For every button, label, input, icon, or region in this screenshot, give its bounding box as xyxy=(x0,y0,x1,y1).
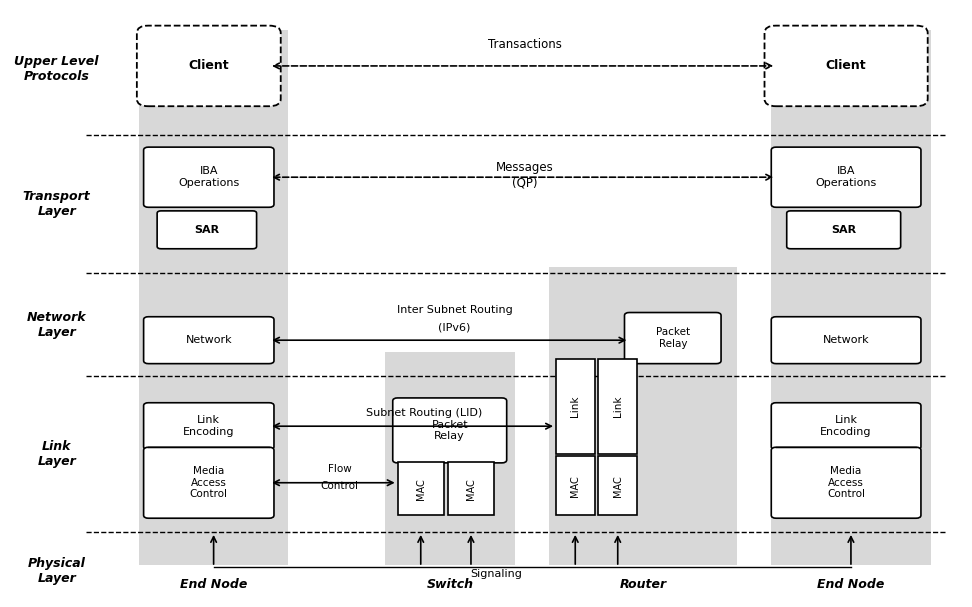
Text: Link: Link xyxy=(571,396,580,417)
FancyBboxPatch shape xyxy=(771,147,920,207)
Text: Client: Client xyxy=(189,59,229,72)
Text: End Node: End Node xyxy=(180,578,247,591)
Text: Network: Network xyxy=(822,335,869,345)
FancyBboxPatch shape xyxy=(771,402,920,450)
Text: Network: Network xyxy=(186,335,232,345)
Text: MAC: MAC xyxy=(571,475,580,497)
FancyBboxPatch shape xyxy=(137,25,281,106)
Text: Flow: Flow xyxy=(328,464,352,474)
Text: MAC: MAC xyxy=(416,478,426,500)
FancyBboxPatch shape xyxy=(771,317,920,364)
FancyBboxPatch shape xyxy=(393,398,506,463)
Text: Client: Client xyxy=(826,59,866,72)
Text: End Node: End Node xyxy=(817,578,885,591)
FancyBboxPatch shape xyxy=(385,351,515,565)
Text: MAC: MAC xyxy=(466,478,476,500)
Text: Router: Router xyxy=(620,578,667,591)
Text: Packet
Relay: Packet Relay xyxy=(656,327,690,349)
Text: Network
Layer: Network Layer xyxy=(27,311,87,339)
Text: IBA
Operations: IBA Operations xyxy=(178,166,239,188)
FancyBboxPatch shape xyxy=(599,359,637,454)
Text: Upper Level
Protocols: Upper Level Protocols xyxy=(15,55,99,83)
FancyBboxPatch shape xyxy=(599,456,637,515)
Text: Link: Link xyxy=(612,396,623,417)
FancyBboxPatch shape xyxy=(144,402,274,450)
Text: Switch: Switch xyxy=(427,578,473,591)
FancyBboxPatch shape xyxy=(771,447,920,518)
Text: Link
Layer: Link Layer xyxy=(37,440,76,468)
Text: Physical
Layer: Physical Layer xyxy=(28,557,86,585)
Text: Inter Subnet Routing: Inter Subnet Routing xyxy=(397,305,512,314)
FancyBboxPatch shape xyxy=(448,463,494,515)
Text: Media
Access
Control: Media Access Control xyxy=(827,466,865,500)
FancyBboxPatch shape xyxy=(144,317,274,364)
Text: SAR: SAR xyxy=(194,225,220,235)
Text: Media
Access
Control: Media Access Control xyxy=(190,466,227,500)
Text: Link
Encoding: Link Encoding xyxy=(183,415,234,437)
FancyBboxPatch shape xyxy=(556,359,595,454)
FancyBboxPatch shape xyxy=(144,447,274,518)
Text: Packet
Relay: Packet Relay xyxy=(432,419,469,441)
FancyBboxPatch shape xyxy=(398,463,444,515)
Text: SAR: SAR xyxy=(831,225,856,235)
Text: Subnet Routing (LID): Subnet Routing (LID) xyxy=(365,408,482,418)
Text: Signaling: Signaling xyxy=(470,569,522,579)
Text: IBA
Operations: IBA Operations xyxy=(816,166,877,188)
FancyBboxPatch shape xyxy=(771,30,930,565)
Text: Messages: Messages xyxy=(496,161,554,174)
FancyBboxPatch shape xyxy=(157,211,257,249)
Text: Link
Encoding: Link Encoding xyxy=(820,415,872,437)
Text: Transactions: Transactions xyxy=(488,38,562,52)
Text: Transport
Layer: Transport Layer xyxy=(22,190,90,219)
Text: (QP): (QP) xyxy=(512,177,538,190)
FancyBboxPatch shape xyxy=(549,268,738,565)
Text: Control: Control xyxy=(321,481,359,490)
Text: (IPv6): (IPv6) xyxy=(438,322,470,333)
FancyBboxPatch shape xyxy=(556,456,595,515)
FancyBboxPatch shape xyxy=(624,313,721,364)
FancyBboxPatch shape xyxy=(765,25,927,106)
FancyBboxPatch shape xyxy=(144,147,274,207)
FancyBboxPatch shape xyxy=(786,211,901,249)
Text: MAC: MAC xyxy=(612,475,623,497)
FancyBboxPatch shape xyxy=(139,30,289,565)
